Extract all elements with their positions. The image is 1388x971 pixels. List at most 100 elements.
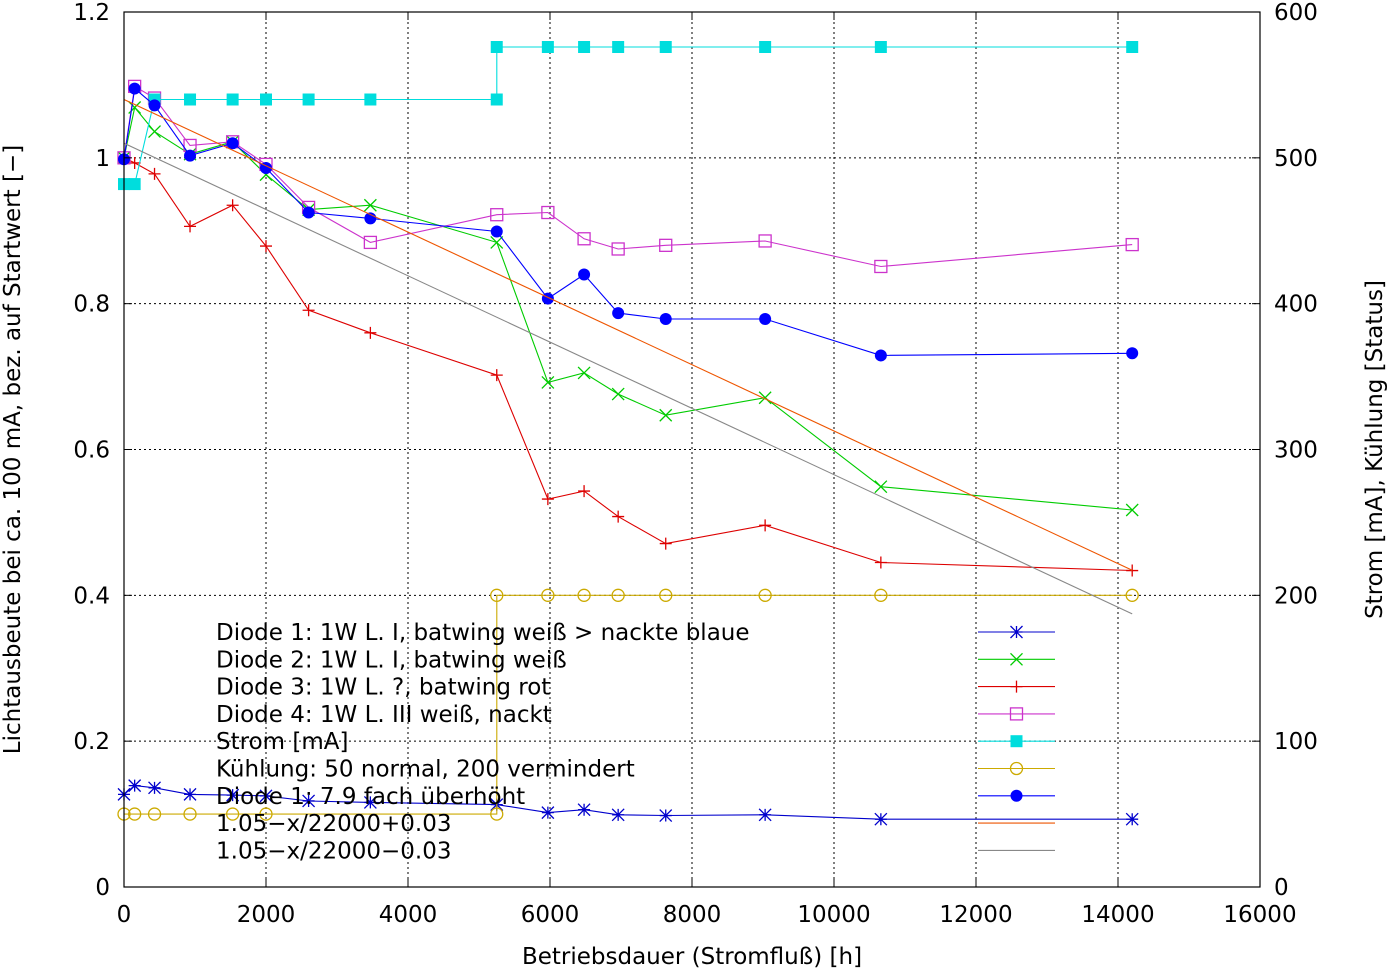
data-point — [612, 41, 625, 53]
grid — [124, 12, 1260, 887]
series-line — [123, 87, 1133, 356]
y-tick-label: 0 — [95, 875, 110, 901]
data-point — [302, 93, 315, 106]
data-point — [363, 795, 377, 809]
data-point — [874, 41, 887, 53]
x-tick-label: 8000 — [663, 902, 722, 928]
x-tick-label: 10000 — [797, 902, 870, 928]
x-tick-label: 0 — [117, 902, 132, 928]
data-point — [490, 235, 504, 249]
y2-tick-label: 0 — [1274, 875, 1289, 901]
data-point — [260, 240, 272, 253]
data-point — [874, 259, 888, 274]
x-tick-label: 16000 — [1223, 902, 1296, 928]
data-point — [577, 803, 591, 817]
data-point — [541, 375, 555, 389]
data-point — [1125, 237, 1139, 252]
legend-marker — [1009, 707, 1024, 721]
data-point — [541, 205, 555, 220]
axis-ticks: 0 2000 4000 6000 8000 10000 12000 14000 1600000.… — [73, 0, 1317, 928]
data-point — [578, 41, 591, 53]
data-point — [611, 242, 625, 256]
data-point — [874, 480, 888, 494]
data-point — [183, 787, 197, 801]
series-line — [124, 594, 1133, 815]
data-point — [659, 537, 672, 550]
data-point — [364, 93, 377, 106]
data-point — [490, 93, 503, 106]
data-point — [260, 93, 272, 106]
data-point — [874, 556, 887, 569]
series-line — [123, 99, 1133, 571]
data-point — [226, 199, 239, 212]
data-point — [578, 485, 591, 498]
x-tick-label: 4000 — [379, 902, 438, 928]
data-point — [184, 220, 197, 233]
data-point — [490, 225, 503, 238]
x-tick-label: 2000 — [237, 902, 296, 928]
legend-marker — [1010, 680, 1023, 693]
data-point — [1126, 564, 1139, 577]
legend-label: Kühlung: 50 normal, 200 vermindert — [216, 757, 635, 783]
data-point — [490, 807, 504, 821]
series-line — [124, 46, 1133, 185]
data-point — [183, 807, 197, 821]
legend: Diode 1: 1W L. I, batwing weiß > nackte … — [216, 620, 1055, 864]
series-6 — [117, 588, 1139, 821]
data-point — [577, 232, 591, 246]
data-point — [184, 93, 197, 106]
data-point — [128, 82, 141, 95]
data-point — [578, 268, 591, 281]
data-point — [612, 307, 625, 320]
data-point — [1126, 41, 1139, 53]
data-point — [541, 493, 554, 506]
legend-label: Diode 3: 1W L. ?, batwing rot — [216, 675, 550, 701]
data-point — [541, 41, 554, 53]
y2-tick-label: 500 — [1274, 146, 1318, 172]
data-point — [659, 408, 673, 422]
legend-marker — [1009, 761, 1024, 776]
data-point — [659, 238, 673, 252]
y2-tick-label: 600 — [1274, 0, 1318, 26]
series-line — [123, 85, 1133, 268]
data-point — [302, 304, 315, 317]
y2-tick-label: 100 — [1274, 729, 1318, 755]
y-tick-label: 0.8 — [73, 292, 110, 318]
series-line — [123, 142, 1133, 615]
data-point — [1125, 812, 1139, 826]
data-point — [1126, 347, 1139, 360]
data-point — [612, 510, 625, 523]
legend-label: 1.05−x/22000+0.03 — [216, 811, 452, 837]
y-axis-label: Lichtausbeute bei ca. 100 mA, bez. auf S… — [0, 145, 26, 754]
data-point — [577, 588, 591, 602]
data-point — [1125, 503, 1139, 517]
data-point — [302, 206, 315, 219]
legend-marker — [1010, 789, 1023, 802]
data-point — [127, 807, 142, 821]
data-point — [226, 137, 239, 150]
y-tick-label: 0.6 — [73, 438, 110, 464]
data-point — [147, 807, 162, 821]
data-point — [128, 779, 142, 793]
data-point — [759, 519, 772, 532]
data-point — [490, 41, 503, 53]
legend-label: Diode 1: 1W L. I, batwing weiß > nackte … — [216, 620, 750, 646]
data-point — [758, 391, 772, 405]
data-point — [490, 208, 504, 222]
data-point — [577, 366, 591, 380]
data-point — [490, 369, 503, 382]
data-point — [541, 588, 555, 602]
data-point — [659, 312, 672, 325]
data-point — [1125, 588, 1139, 602]
legend-marker — [1010, 735, 1023, 748]
y2-tick-label: 400 — [1274, 292, 1318, 318]
legend-label: Strom [mA] — [216, 729, 348, 755]
data-point — [363, 198, 377, 212]
data-point — [611, 808, 625, 822]
data-point — [128, 178, 141, 191]
data-point — [260, 162, 272, 175]
data-point — [541, 806, 555, 820]
data-point — [874, 812, 888, 826]
data-point — [758, 588, 772, 602]
data-point — [364, 326, 377, 339]
